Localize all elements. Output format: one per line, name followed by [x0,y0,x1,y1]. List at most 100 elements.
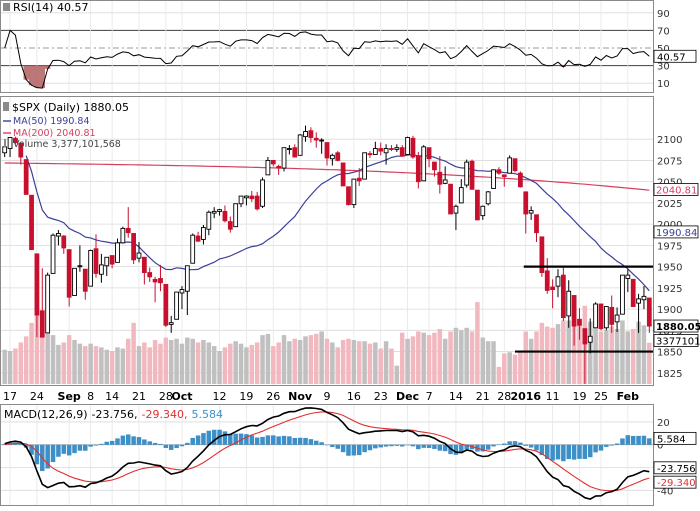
x-tick-label: 23 [374,390,388,403]
macd-histogram-bar [399,444,405,447]
volume-bar [351,340,357,384]
candle-body [18,142,24,158]
macd-histogram-bar [620,438,625,445]
macd-histogram-bar [158,443,163,445]
macd-histogram-bar [625,435,631,445]
macd-legend: MACD(12,26,9) -23.756, -29.340, 5.584 [4,408,223,421]
macd-histogram-bar [528,444,534,448]
candle-body [636,298,641,304]
support-resistance-lines [515,265,653,353]
candle-body [39,310,45,338]
macd-hist-last-box [653,431,697,445]
candle-body [458,187,464,204]
volume-bar [244,347,249,384]
candle-body [13,137,18,144]
volume-bar [158,343,163,384]
candle-body [98,264,104,275]
macd-histogram-bar [598,444,604,451]
macd-histogram-bar [539,444,545,456]
candle-body [88,250,94,287]
macd-histogram-bar [303,437,308,445]
candle-body [29,194,34,251]
candle-body [163,284,169,326]
ma50-last-box [653,225,699,239]
price-legend-symbol: $SPX (Daily) 1880.05 [12,101,129,114]
candle-body [544,270,550,291]
candle-body [125,227,131,234]
candle-body [56,233,61,237]
macd-histogram-bar [88,444,93,447]
volume-bar [233,341,238,384]
candle-body [45,274,51,334]
rsi-legend-label: RSI(14) 40.57 [13,1,88,14]
macd-histogram-bar [335,444,340,449]
volume-bar [604,330,609,384]
x-tick-label: Nov [288,390,313,403]
macd-histogram-bar [496,444,502,445]
volume-bar [448,331,453,384]
candle-body [265,159,271,176]
candle-body [77,265,83,268]
candle-body [206,211,212,230]
volume-bar [195,342,201,384]
candle-body [372,148,378,155]
candle-body [560,274,566,319]
price-tick-label: 1975 [657,241,682,252]
candle-body [244,195,249,199]
macd-histogram-bar [437,444,443,451]
macd-histogram-bar [131,436,136,445]
rsi-tick-label: 10 [657,79,670,90]
volume-bar [23,336,29,384]
macd-histogram-bar [136,437,142,445]
macd-histogram-bar [459,444,464,454]
candle-body [254,195,260,210]
macd-histogram-bar [104,441,110,445]
volume-bar [609,326,614,384]
macd-histogram-bar [18,443,24,445]
ma200-legend-label: MA(200) 2040.81 [13,128,96,139]
volume-bar [211,346,217,384]
macd-histogram-bar [190,437,195,445]
candle-body [179,289,185,294]
price-tick-label: 1950 [657,263,682,274]
candle-body [174,291,179,320]
macd-histogram-bar [281,435,287,445]
volume-last-box [653,334,699,347]
candle-body [184,265,190,292]
macd-histogram-bar [179,444,185,447]
candle-body [109,255,115,265]
candle-body [195,235,201,242]
price-tick-label: 2025 [657,199,682,210]
candle-body [501,174,507,178]
volume-bar [518,352,523,384]
macd-histogram-bar [512,441,518,445]
price-last-box [653,319,699,333]
volume-bar [539,322,545,384]
candle-body [190,234,196,264]
x-tick-label: Dec [396,390,419,403]
volume-bar [362,341,367,384]
candle-body [389,148,394,150]
candle-body [287,148,292,150]
candle-body [120,227,126,244]
volume-bar [179,343,185,384]
candle-body [249,195,255,200]
macd-histogram-bar [432,444,437,449]
candle-body [534,214,539,234]
volume-bar [238,343,244,384]
volume-legend-label: Volume 3,377,101,568 [13,139,121,150]
macd-histogram-bar [147,441,152,445]
macd-histogram-bar [50,444,56,463]
macd-histogram-bar [641,435,647,445]
rsi-tick-label: 50 [657,44,670,55]
macd-histogram-bar [566,444,571,460]
candle-body [238,195,244,205]
candle-body [539,236,545,274]
macd-histogram-bar [480,444,486,452]
volume-bar [475,302,480,384]
volume-bar [502,353,507,384]
volume-bar [88,343,93,384]
macd-histogram-bar [254,437,260,445]
volume-bar [647,342,652,384]
